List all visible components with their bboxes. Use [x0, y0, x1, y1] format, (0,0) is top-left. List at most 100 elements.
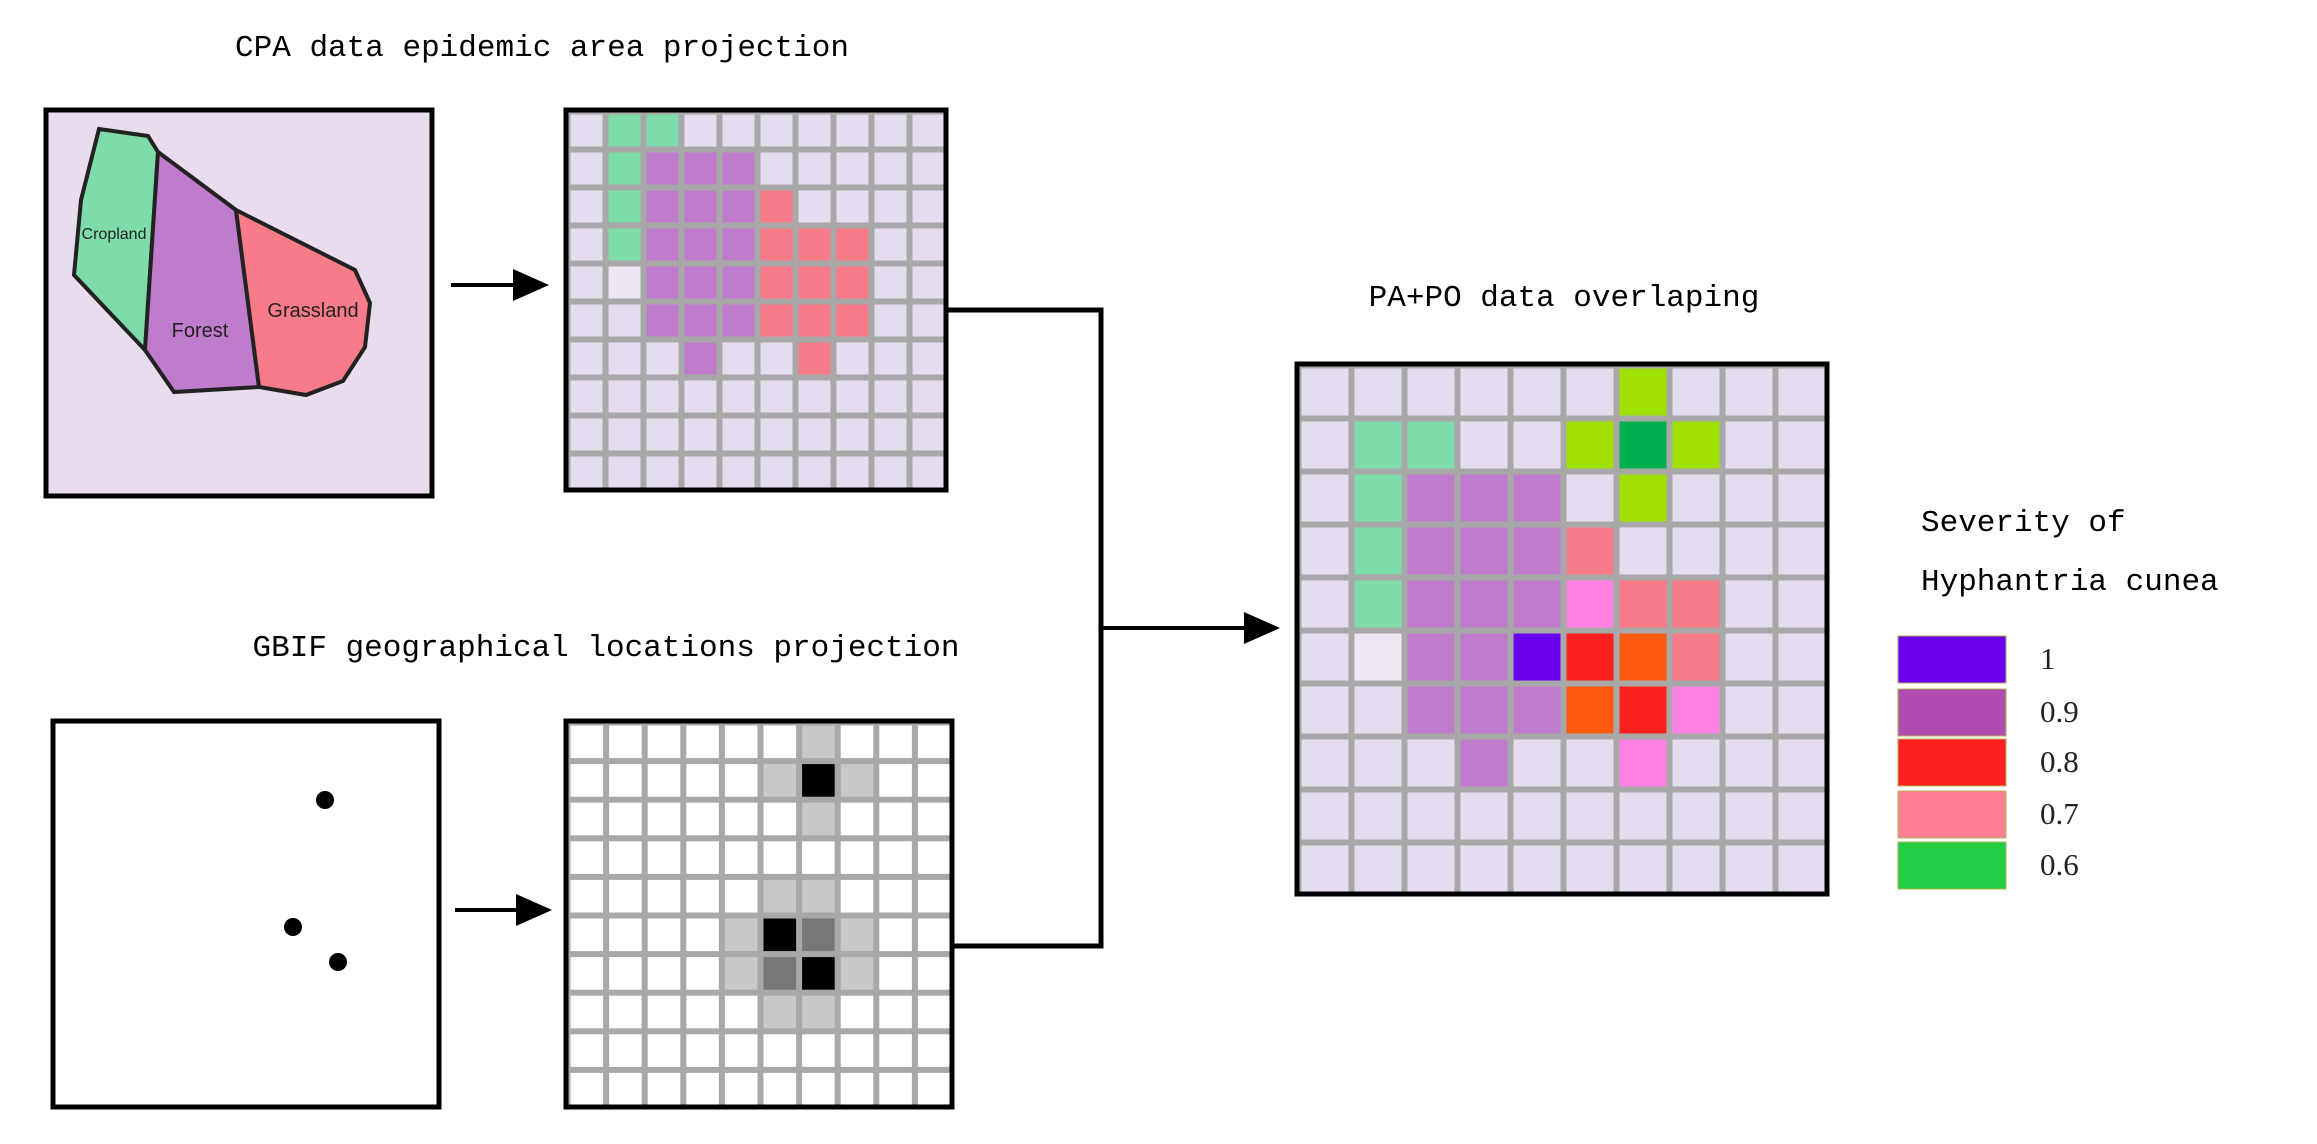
grid-cell	[836, 304, 869, 337]
grid-cell	[763, 764, 797, 797]
grid-cell	[1619, 580, 1667, 628]
grid-cell	[912, 304, 945, 337]
grid-cell	[1407, 792, 1455, 840]
grid-cell	[724, 879, 758, 913]
grid-cell	[1407, 421, 1455, 469]
grid-cell	[1566, 368, 1614, 416]
grid-cell	[763, 1072, 797, 1106]
grid-cell	[1513, 845, 1561, 893]
grid-cell	[722, 228, 755, 261]
grid-cell	[879, 1034, 912, 1067]
legend-label: 0.7	[2040, 796, 2079, 831]
grid-cell	[879, 764, 912, 797]
grid-cell	[684, 456, 717, 489]
grid-cell	[724, 841, 758, 874]
grid-cell	[1672, 474, 1720, 522]
grid-cell	[570, 918, 604, 952]
grid-cell	[1619, 792, 1667, 840]
grid-cell	[646, 228, 679, 261]
grid-cell	[763, 841, 797, 874]
grid-cell	[879, 725, 912, 759]
connector	[946, 307, 1104, 949]
grid-cell	[646, 266, 679, 299]
grid-cell	[570, 380, 603, 413]
grid-cell	[874, 342, 907, 375]
grid-cell	[722, 304, 755, 337]
grid-cell	[798, 114, 831, 147]
grid-cell	[763, 725, 797, 759]
grid-cell	[874, 190, 907, 223]
legend-swatch	[1897, 635, 2007, 684]
grid-cell	[1672, 739, 1720, 787]
grid-cell	[802, 957, 835, 990]
gbif-title: GBIF geographical locations projection	[253, 631, 960, 666]
grid-cell	[1672, 633, 1720, 681]
grid-cell	[1407, 686, 1455, 734]
grid-cell	[840, 995, 874, 1029]
forest-region	[142, 148, 262, 395]
grid-cell	[1460, 580, 1508, 628]
grid-cell	[1407, 845, 1455, 893]
grid-cell	[1301, 474, 1349, 522]
grid-cell	[1725, 633, 1773, 681]
grid-cell	[917, 918, 951, 952]
grid-cell	[722, 456, 755, 489]
grid-cell	[1407, 527, 1455, 575]
grid-cell	[570, 764, 604, 797]
grid-cell	[836, 228, 869, 261]
grid-cell	[798, 456, 831, 489]
grid-cell	[686, 995, 719, 1029]
grid-cell	[608, 380, 641, 413]
grid-cell	[609, 995, 642, 1029]
grid-cell	[684, 228, 717, 261]
grid-cell	[1778, 421, 1826, 469]
grid-cell	[686, 725, 719, 759]
grid-cell	[879, 918, 912, 952]
grid-cell	[570, 304, 603, 337]
grid-cell	[1407, 368, 1455, 416]
grid-cell	[874, 304, 907, 337]
grid-cell	[1301, 739, 1349, 787]
grid-cell	[1460, 421, 1508, 469]
grid-cell	[724, 1034, 758, 1067]
grid-cell	[1672, 580, 1720, 628]
grid-cell	[1619, 527, 1667, 575]
grid-cell	[879, 995, 912, 1029]
legend-label: 0.8	[2040, 744, 2079, 779]
grid-cell	[760, 190, 793, 223]
grid-cell	[609, 918, 642, 952]
grid-cell	[609, 725, 642, 759]
grid-cell	[1619, 474, 1667, 522]
grid-cell	[1725, 474, 1773, 522]
grid-cell	[722, 266, 755, 299]
legend-title: Severity of	[1921, 506, 2126, 541]
grid-cell	[798, 304, 831, 337]
grid-border	[563, 107, 949, 493]
grid-cell	[836, 266, 869, 299]
grid-cell	[647, 1072, 681, 1106]
grid-cell	[912, 152, 945, 185]
grid-cell	[609, 879, 642, 913]
grid-cell	[1566, 633, 1614, 681]
grid-cell	[760, 418, 793, 451]
grid-cell	[686, 879, 719, 913]
grid-cell	[1672, 686, 1720, 734]
grid-cell	[763, 879, 797, 913]
grid-border	[563, 718, 955, 1110]
grid-cell	[1513, 474, 1561, 522]
grid-cell	[798, 266, 831, 299]
grid-cell	[840, 802, 874, 836]
grid-cell	[570, 879, 604, 913]
grid-cell	[1460, 686, 1508, 734]
grid-cell	[684, 152, 717, 185]
grid-cell	[912, 228, 945, 261]
grid-cell	[1354, 739, 1402, 787]
grid-cell	[879, 879, 912, 913]
grid-cell	[912, 456, 945, 489]
grid-cell	[1725, 527, 1773, 575]
grid-cell	[686, 1034, 719, 1067]
grid-cell	[879, 1072, 912, 1106]
grid-cell	[1407, 633, 1455, 681]
gbif-map-box	[50, 718, 442, 1110]
